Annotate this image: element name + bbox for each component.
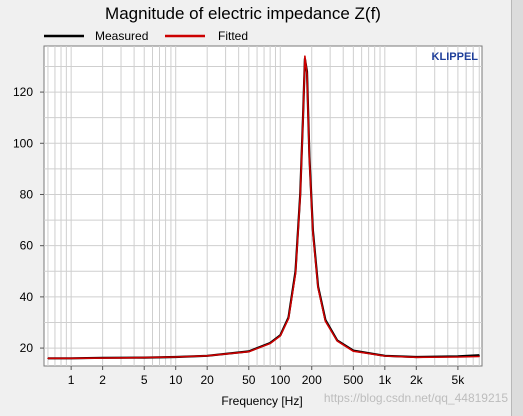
x-axis-label: Frequency [Hz] bbox=[221, 394, 302, 408]
y-tick-label: 80 bbox=[20, 187, 34, 201]
series-layer bbox=[47, 55, 480, 360]
data-point-fitted bbox=[312, 232, 314, 234]
y-tick-label: 120 bbox=[13, 85, 33, 99]
y-tick-label: 100 bbox=[13, 136, 33, 150]
x-tick-label: 500 bbox=[343, 373, 363, 387]
data-point-fitted bbox=[352, 350, 354, 352]
data-point-fitted bbox=[457, 356, 459, 358]
data-point-fitted bbox=[304, 55, 306, 57]
data-point-fitted bbox=[279, 335, 281, 337]
data-point-measured bbox=[478, 354, 480, 356]
grid bbox=[44, 46, 482, 366]
data-point-fitted bbox=[384, 355, 386, 357]
data-point-fitted bbox=[143, 356, 145, 359]
x-tick-label: 5 bbox=[141, 373, 148, 387]
legend-label-fitted: Fitted bbox=[218, 29, 248, 43]
data-point-fitted bbox=[47, 357, 49, 359]
x-tick-label: 10 bbox=[169, 373, 183, 387]
x-axis-ticks: 1 2 5 10 20 50 100 200 500 1k 2k 5k bbox=[68, 366, 465, 387]
data-point-fitted bbox=[287, 318, 290, 320]
x-tick-label: 5k bbox=[452, 373, 466, 387]
data-point-fitted bbox=[478, 355, 480, 358]
data-point-fitted bbox=[324, 320, 326, 322]
y-tick-label: 40 bbox=[20, 290, 34, 304]
x-tick-label: 2k bbox=[410, 373, 424, 387]
legend: Measured Fitted bbox=[44, 29, 248, 43]
watermark-text: https://blog.csdn.net/qq_44819215 bbox=[324, 391, 508, 405]
x-tick-label: 20 bbox=[201, 373, 215, 387]
data-point-fitted bbox=[269, 342, 271, 345]
data-point-fitted bbox=[102, 357, 104, 359]
y-tick-label: 20 bbox=[20, 341, 34, 355]
data-point-fitted bbox=[306, 73, 308, 75]
data-point-fitted bbox=[308, 158, 311, 160]
x-tick-label: 200 bbox=[302, 373, 322, 387]
data-point-fitted bbox=[336, 340, 338, 342]
data-point-fitted bbox=[248, 351, 250, 353]
data-point-fitted bbox=[294, 273, 297, 275]
brand-logo: KLIPPEL bbox=[432, 51, 479, 63]
window-right-edge bbox=[511, 0, 523, 416]
x-tick-label: 2 bbox=[99, 373, 106, 387]
data-point-fitted bbox=[70, 357, 72, 359]
x-tick-label: 50 bbox=[242, 373, 256, 387]
data-point-fitted bbox=[299, 196, 301, 198]
y-axis-ticks: 20 40 60 80 100 120 bbox=[13, 85, 44, 355]
plot-area bbox=[43, 45, 483, 367]
data-point-fitted bbox=[415, 356, 417, 358]
chart-title: Magnitude of electric impedance Z(f) bbox=[105, 4, 381, 23]
x-tick-label: 1k bbox=[378, 373, 392, 387]
data-point-fitted bbox=[317, 287, 319, 289]
x-tick-label: 100 bbox=[270, 373, 290, 387]
data-point-fitted bbox=[302, 119, 304, 121]
data-point-fitted bbox=[175, 356, 177, 358]
chart-canvas: Magnitude of electric impedance Z(f) Mea… bbox=[13, 4, 508, 408]
data-point-fitted bbox=[206, 355, 208, 357]
x-tick-label: 1 bbox=[68, 373, 75, 387]
y-tick-label: 60 bbox=[20, 239, 34, 253]
legend-label-measured: Measured bbox=[95, 29, 148, 43]
